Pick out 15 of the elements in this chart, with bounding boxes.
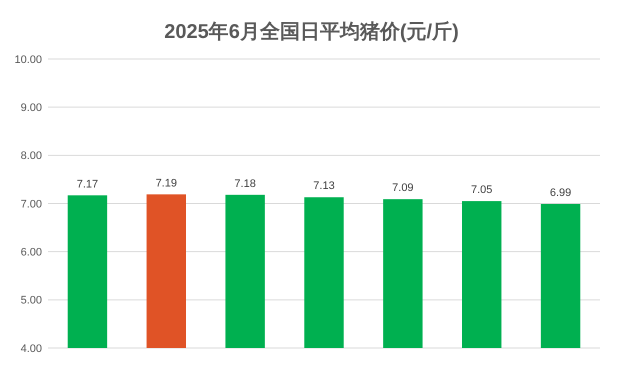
data-label: 7.09 [392,182,414,194]
data-label: 7.13 [313,180,335,192]
y-tick-label: 10.00 [14,54,42,66]
y-tick-label: 7.00 [20,198,42,210]
data-label: 7.18 [234,178,256,190]
data-label: 7.05 [471,184,492,196]
y-tick-label: 4.00 [20,342,42,355]
y-tick-label: 6.00 [20,246,42,259]
data-label: 7.17 [76,178,98,190]
y-tick-label: 5.00 [20,294,42,307]
chart-title: 2025年6月全国日平均猪价(元/斤) [164,20,459,43]
data-label: 6.99 [550,186,572,199]
y-tick-label: 8.00 [20,150,42,162]
y-tick-label: 9.00 [20,102,42,114]
data-label: 7.19 [156,177,177,190]
